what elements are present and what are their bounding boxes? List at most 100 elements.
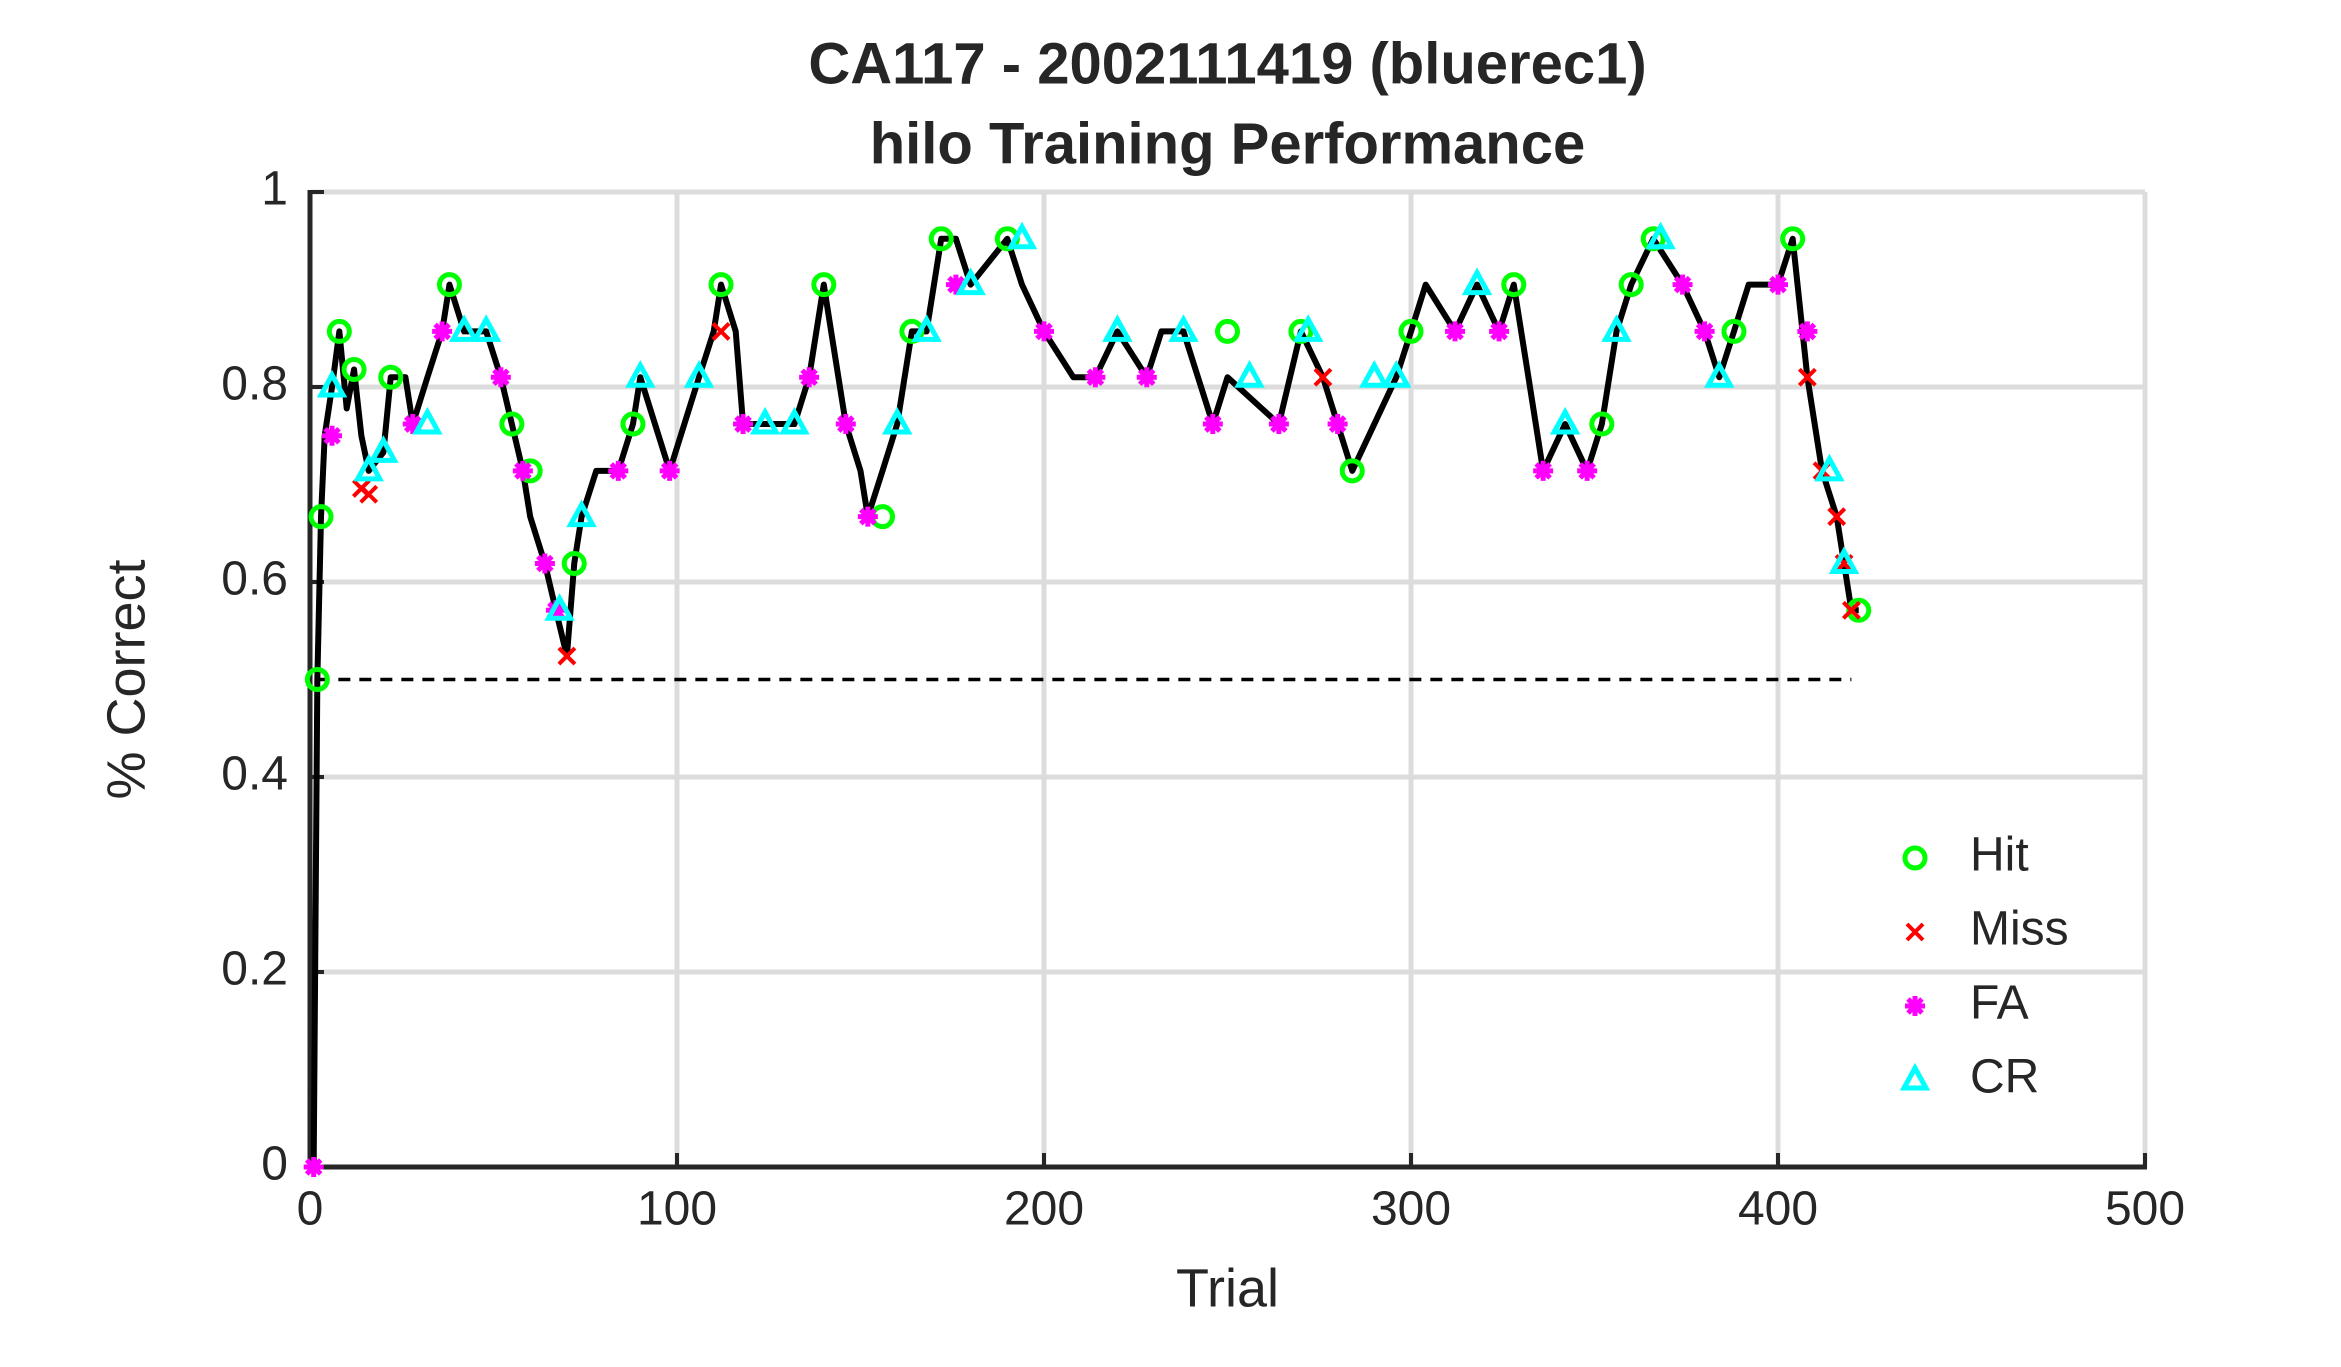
marker-shape [499, 411, 525, 437]
marker-triangle [1461, 267, 1493, 296]
marker-x [1905, 922, 1925, 942]
marker-triangle [1381, 360, 1412, 388]
marker-asterisk [1768, 274, 1788, 295]
marker-circle [1902, 845, 1928, 871]
marker-asterisk [1202, 414, 1223, 435]
marker-triangle [1293, 314, 1324, 342]
marker-asterisk [534, 553, 555, 574]
marker-asterisk [1577, 460, 1598, 481]
marker-shape [359, 484, 379, 504]
x-tick-label: 100 [637, 1183, 717, 1236]
marker-shape [557, 646, 577, 666]
marker-shape [1313, 367, 1333, 387]
marker-shape [1136, 367, 1157, 388]
marker-shape [1577, 460, 1598, 481]
marker-asterisk [608, 460, 629, 481]
marker-triangle [1168, 314, 1199, 342]
marker-shape [811, 272, 837, 298]
marker-shape [1905, 996, 1925, 1016]
marker-triangle [1549, 406, 1581, 435]
marker-triangle [353, 453, 384, 482]
marker-shape [304, 667, 330, 692]
marker-asterisk [1489, 321, 1510, 342]
marker-triangle [625, 360, 656, 388]
marker-asterisk [432, 321, 453, 342]
marker-shape [749, 406, 781, 435]
legend-label: CR [1970, 1051, 2039, 1104]
marker-asterisk [1694, 321, 1715, 342]
marker-shape [316, 369, 348, 398]
marker-shape [545, 600, 566, 621]
marker-circle [1501, 272, 1527, 298]
marker-triangle [368, 435, 399, 463]
marker-triangle [1899, 1062, 1931, 1091]
marker-asterisk [402, 414, 423, 435]
marker-asterisk [733, 414, 754, 435]
marker-shape [928, 226, 954, 252]
marker-asterisk [799, 367, 820, 388]
marker-triangle [1359, 360, 1390, 388]
marker-circle [378, 364, 404, 390]
marker-shape [412, 406, 443, 435]
marker-shape [1293, 314, 1324, 342]
marker-shape [1102, 314, 1133, 342]
marker-shape [448, 314, 480, 342]
marker-shape [1721, 318, 1747, 344]
marker-x [711, 322, 731, 341]
marker-triangle [881, 406, 913, 435]
marker-triangle [544, 593, 575, 621]
marker-triangle [1601, 314, 1632, 342]
marker-triangle [1828, 546, 1860, 574]
marker-shape [1501, 272, 1527, 298]
marker-x [1827, 507, 1847, 527]
marker-asterisk [322, 425, 343, 446]
marker-circle [561, 550, 587, 576]
marker-shape [1215, 318, 1240, 344]
marker-shape [534, 553, 555, 574]
marker-shape [659, 460, 680, 481]
marker-shape [353, 453, 384, 482]
marker-shape [1828, 546, 1860, 574]
marker-shape [1234, 360, 1265, 388]
marker-asterisk [512, 460, 533, 481]
marker-circle [811, 272, 837, 298]
marker-shape [341, 356, 367, 382]
marker-shape [1445, 321, 1466, 342]
marker-shape [561, 550, 587, 576]
marker-triangle [316, 369, 348, 398]
legend-label: FA [1970, 977, 2029, 1030]
marker-shape [1797, 367, 1817, 387]
marker-shape [711, 322, 731, 341]
marker-shape [326, 318, 352, 344]
marker-shape [544, 593, 575, 621]
marker-shape [1841, 600, 1861, 620]
marker-shape [835, 414, 856, 435]
marker-triangle [779, 406, 810, 435]
marker-triangle [566, 499, 597, 528]
marker-shape [779, 406, 810, 435]
marker-circle [1215, 318, 1240, 344]
x-tick-label: 200 [1004, 1183, 1084, 1236]
marker-shape [1645, 221, 1676, 250]
marker-shape [303, 1157, 324, 1177]
marker-asterisk [1327, 414, 1348, 435]
marker-triangle [955, 267, 986, 296]
y-tick-label: 0.2 [221, 943, 288, 996]
marker-triangle [1006, 221, 1038, 250]
marker-x [359, 484, 379, 504]
marker-shape [1202, 414, 1223, 435]
marker-shape [1694, 321, 1715, 342]
marker-asterisk [490, 367, 511, 388]
marker-shape [955, 267, 986, 296]
marker-circle [436, 272, 462, 298]
marker-shape [1339, 458, 1365, 484]
marker-shape [1006, 221, 1038, 250]
marker-shape [322, 425, 343, 446]
marker-circle [620, 411, 646, 437]
marker-shape [620, 411, 646, 437]
y-tick-label: 0.8 [221, 358, 288, 411]
marker-triangle [1102, 314, 1133, 342]
marker-asterisk [545, 600, 566, 621]
marker-shape [1827, 507, 1847, 527]
marker-shape [1034, 321, 1054, 342]
